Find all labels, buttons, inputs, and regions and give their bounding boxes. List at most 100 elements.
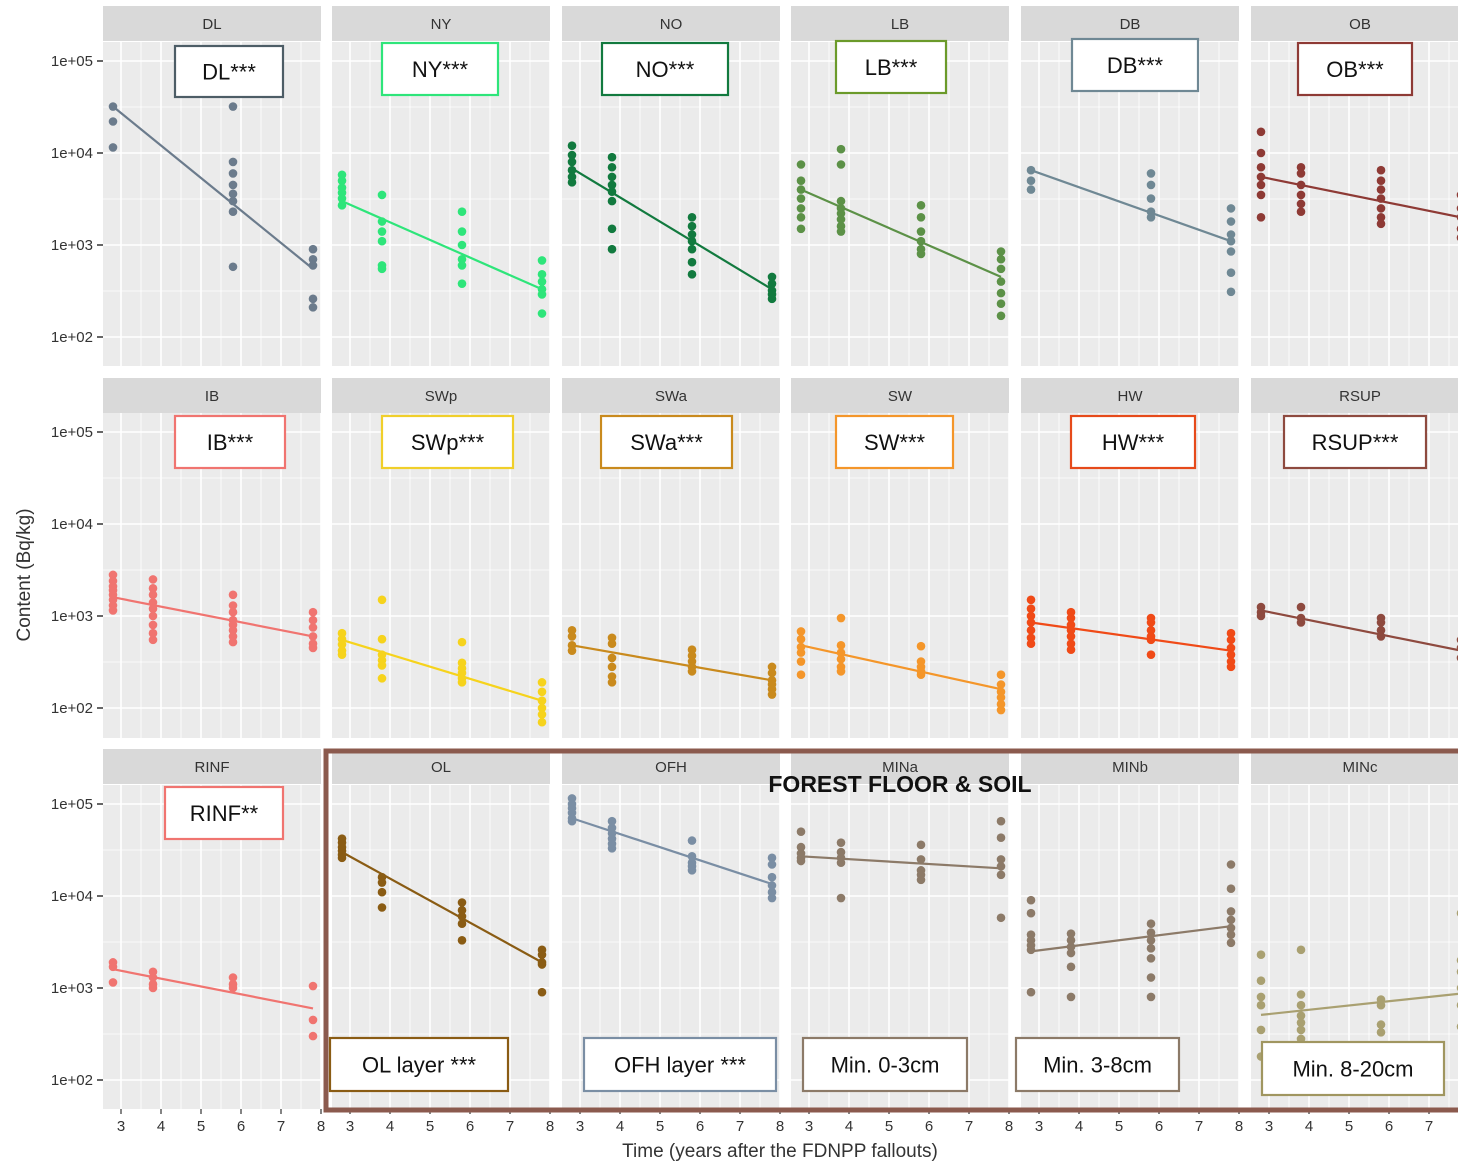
data-point	[537, 277, 547, 286]
facet-strip-label: NO	[660, 16, 683, 33]
x-tick-label: 4	[386, 1118, 394, 1135]
significance-label: SWa***	[630, 430, 703, 455]
significance-label: Min. 8-20cm	[1292, 1057, 1413, 1082]
data-point	[1376, 1027, 1386, 1037]
data-point	[1226, 635, 1236, 645]
data-point	[836, 144, 846, 154]
data-point	[1066, 935, 1076, 945]
significance-box	[1014, 1036, 1181, 1093]
data-point	[108, 978, 118, 987]
x-tick-label: 8	[776, 1118, 784, 1135]
data-point	[537, 309, 547, 318]
data-point	[1226, 268, 1236, 277]
significance-box	[834, 414, 955, 470]
significance-label: IB***	[207, 430, 254, 455]
data-point	[1226, 628, 1236, 638]
data-point	[607, 152, 617, 162]
data-point	[607, 633, 617, 643]
x-tick-label: 4	[1075, 1118, 1083, 1135]
data-point	[457, 919, 467, 928]
x-tick-label: 5	[1115, 1118, 1123, 1135]
data-point	[607, 678, 617, 687]
data-point	[567, 178, 577, 187]
x-tick-label: 7	[736, 1118, 744, 1135]
trend-line	[112, 968, 314, 1010]
data-point	[377, 878, 387, 887]
data-point	[916, 855, 926, 864]
significance-label: SWp***	[411, 430, 485, 455]
trend-line	[341, 638, 543, 702]
data-point	[377, 674, 387, 683]
data-point	[607, 224, 617, 234]
data-point	[377, 264, 387, 274]
data-point	[607, 639, 617, 648]
data-point	[996, 254, 1006, 264]
data-point	[377, 887, 387, 897]
data-point	[796, 194, 806, 203]
significance-box	[163, 785, 285, 841]
data-point	[1226, 287, 1236, 297]
data-point	[1256, 190, 1266, 200]
data-point	[767, 860, 777, 869]
data-point	[228, 637, 238, 647]
group-title: FOREST FLOOR & SOIL	[768, 771, 1031, 797]
data-point	[996, 870, 1006, 880]
facet-strip	[1021, 378, 1239, 413]
data-point	[537, 687, 547, 697]
data-point	[148, 575, 158, 584]
data-point	[836, 667, 846, 676]
data-point	[1296, 1011, 1306, 1020]
data-point	[767, 690, 777, 699]
data-point	[1226, 204, 1236, 213]
facet-strip-label: SW	[888, 388, 913, 405]
data-point	[1226, 884, 1236, 894]
significance-box	[582, 1036, 778, 1093]
data-point	[916, 227, 926, 236]
data-point	[767, 668, 777, 678]
data-point	[1226, 860, 1236, 869]
data-point	[996, 862, 1006, 871]
data-point	[228, 625, 238, 635]
data-point	[1146, 919, 1156, 928]
data-point	[1026, 908, 1036, 918]
x-tick-label: 6	[1155, 1118, 1163, 1135]
significance-label: Min. 3-8cm	[1043, 1053, 1152, 1078]
trend-line	[341, 200, 543, 291]
facet-strip	[1021, 6, 1239, 41]
data-point	[337, 194, 347, 203]
data-point	[377, 903, 387, 912]
data-point	[687, 213, 697, 222]
x-tick-label: 4	[845, 1118, 853, 1135]
facet-strip	[332, 749, 550, 784]
data-point	[228, 180, 238, 190]
facet-strip-label: OB	[1349, 16, 1371, 33]
significance-label: NO***	[636, 57, 695, 82]
data-point	[796, 856, 806, 866]
data-point	[1296, 169, 1306, 178]
data-point	[607, 244, 617, 254]
data-point	[1226, 217, 1236, 226]
data-point	[687, 866, 697, 875]
data-point	[796, 657, 806, 666]
trend-line	[800, 188, 1002, 278]
data-point	[337, 650, 347, 659]
y-tick-label: 1e+02	[51, 1072, 93, 1089]
data-point	[337, 628, 347, 638]
data-point	[148, 611, 158, 621]
data-point	[796, 827, 806, 836]
data-point	[1146, 992, 1156, 1002]
trend-line	[1260, 609, 1458, 652]
y-tick-label: 1e+04	[51, 888, 93, 905]
significance-label: LB***	[865, 55, 918, 80]
data-point	[767, 279, 777, 288]
data-point	[1226, 907, 1236, 916]
data-point	[377, 190, 387, 200]
data-point	[1146, 625, 1156, 635]
significance-box	[380, 414, 515, 470]
trend-line	[112, 596, 314, 638]
data-point	[767, 853, 777, 863]
trend-line	[571, 167, 773, 291]
data-point	[377, 634, 387, 644]
data-point	[1026, 625, 1036, 635]
x-tick-label: 6	[237, 1118, 245, 1135]
